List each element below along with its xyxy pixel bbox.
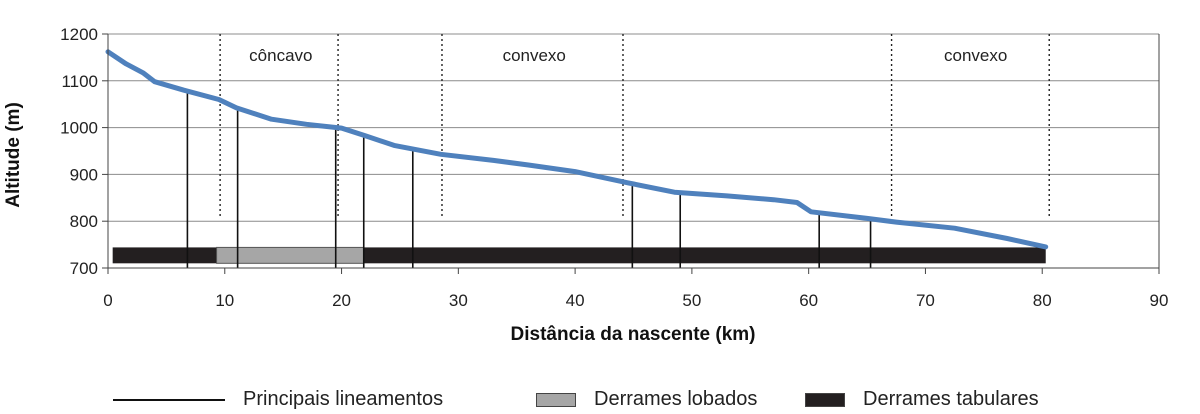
lava-flow-bars — [112, 246, 1046, 264]
gridlines — [108, 33, 1159, 222]
elevation-profile-chart: 700 800 900 1000 1100 1200 0 10 20 30 40 50 60 70 80 90… — [3, 25, 1168, 345]
legend: Principais lineamentos Derrames lobados … — [0, 388, 1200, 414]
axes — [102, 33, 1160, 274]
x-tick-label: 20 — [332, 291, 351, 310]
y-tick-label: 1200 — [60, 25, 98, 44]
y-tick-label: 900 — [70, 165, 98, 184]
y-tick-label: 800 — [70, 212, 98, 231]
legend-swatch-lobados — [536, 392, 576, 407]
x-tick-label: 10 — [215, 291, 234, 310]
segment-labels: côncavo convexo convexo — [249, 46, 1007, 65]
y-axis-title: Altitude (m) — [3, 102, 24, 208]
tick-labels: 700 800 900 1000 1100 1200 0 10 20 30 40 50 60 70 80 90 — [60, 25, 1168, 310]
river-profile — [105, 49, 1049, 250]
segment-label: convexo — [503, 46, 566, 65]
legend-label: Derrames tabulares — [863, 388, 1039, 410]
legend-item-lineamentos: Principais lineamentos — [113, 388, 443, 411]
y-tick-label: 700 — [70, 259, 98, 278]
x-tick-label: 40 — [566, 291, 585, 310]
legend-label: Derrames lobados — [594, 388, 758, 410]
legend-swatch-line — [113, 398, 225, 401]
legend-item-tabulares: Derrames tabulares — [805, 388, 1039, 411]
segment-dividers — [219, 34, 1050, 218]
x-tick-label: 70 — [916, 291, 935, 310]
y-tick-label: 1000 — [60, 119, 98, 138]
x-tick-label: 30 — [449, 291, 468, 310]
x-axis-title: Distância da nascente (km) — [511, 324, 756, 345]
x-tick-label: 80 — [1033, 291, 1052, 310]
derrames-lobados-bar — [216, 246, 365, 264]
x-tick-label: 60 — [799, 291, 818, 310]
profile-line — [105, 49, 1049, 250]
legend-item-lobados: Derrames lobados — [536, 388, 757, 411]
y-tick-label: 1100 — [61, 72, 98, 91]
segment-label: côncavo — [249, 46, 312, 65]
x-tick-label: 50 — [682, 291, 701, 310]
legend-label: Principais lineamentos — [243, 388, 444, 410]
x-tick-label: 90 — [1150, 291, 1169, 310]
x-tick-label: 0 — [103, 291, 112, 310]
lineaments — [186, 91, 872, 268]
legend-swatch-tabulares — [805, 392, 845, 407]
segment-label: convexo — [944, 46, 1007, 65]
